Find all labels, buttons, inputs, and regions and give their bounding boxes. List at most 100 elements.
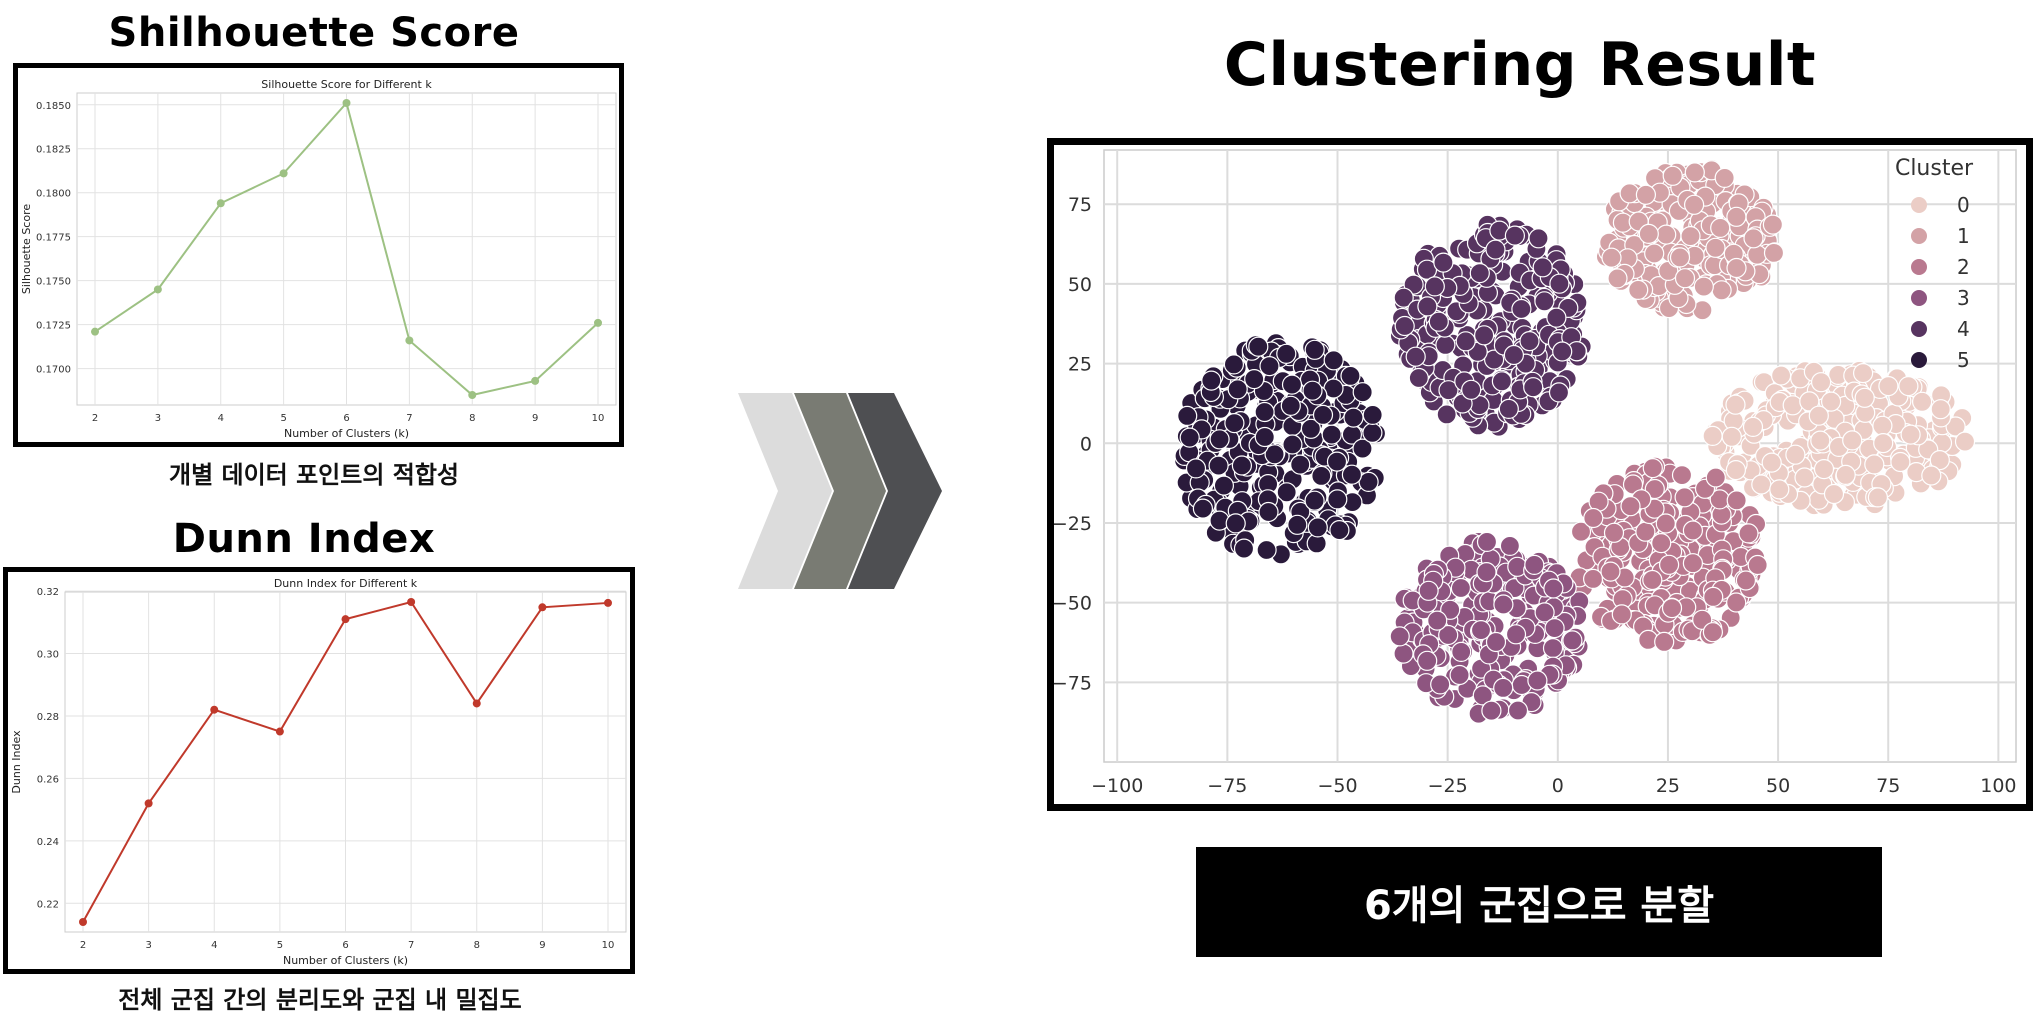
legend-marker — [1911, 197, 1927, 213]
scatter-point — [1954, 431, 1976, 452]
scatter-point — [1276, 482, 1297, 503]
scatter-point — [1485, 631, 1507, 653]
scatter-point — [1921, 465, 1942, 486]
legend-title: Cluster — [1895, 156, 1974, 181]
scatter-point — [1244, 369, 1265, 390]
scatter-point — [1684, 162, 1705, 183]
x-tick-label: 3 — [145, 940, 151, 951]
x-axis-label: Number of Clusters (k) — [284, 427, 409, 440]
scatter-point — [1725, 460, 1747, 481]
scatter-point — [1493, 594, 1514, 615]
scatter-point — [1929, 450, 1950, 471]
scatter-point — [1311, 465, 1332, 486]
scatter-point — [1808, 405, 1829, 426]
x-tick-label: 25 — [1656, 775, 1680, 797]
scatter-point — [1682, 553, 1704, 574]
scatter-point — [1511, 298, 1532, 320]
x-tick-label: 7 — [406, 413, 412, 424]
y-axis-label: Silhouette Score — [20, 204, 33, 294]
scatter-point — [1878, 376, 1899, 397]
scatter-point — [1451, 641, 1472, 662]
scatter-point — [1177, 405, 1198, 426]
scatter-point — [1703, 586, 1724, 607]
scatter-point — [1662, 165, 1683, 186]
scatter-point — [1254, 401, 1275, 423]
scatter-point — [1603, 522, 1625, 543]
scatter-point — [1405, 346, 1426, 367]
scatter-point — [1312, 404, 1334, 425]
scatter-point — [1430, 674, 1451, 695]
scatter-point — [1674, 487, 1695, 508]
data-point — [594, 318, 602, 327]
scatter-point — [1481, 700, 1502, 721]
data-point — [144, 799, 153, 808]
legend-label: 3 — [1957, 286, 1970, 310]
y-tick-label: 0 — [1080, 433, 1092, 455]
scatter-point — [1504, 225, 1525, 246]
scatter-point — [1898, 376, 1919, 397]
scatter-point — [1735, 570, 1757, 591]
scatter-point — [1476, 562, 1497, 583]
data-point — [153, 285, 162, 294]
x-tick-label: −75 — [1207, 775, 1247, 797]
scatter-point — [1693, 276, 1714, 297]
clustering-title: Clustering Result — [1223, 30, 1817, 100]
scatter-point — [1823, 483, 1845, 505]
legend-marker — [1911, 259, 1927, 275]
scatter-point — [1227, 379, 1248, 400]
x-tick-label: 4 — [218, 413, 224, 424]
scatter-point — [1620, 496, 1641, 517]
x-tick-label: 0 — [1552, 775, 1564, 797]
scatter-point — [1476, 531, 1498, 552]
scatter-point — [1835, 464, 1856, 485]
scatter-point — [1583, 507, 1604, 529]
scatter-point — [1304, 339, 1325, 360]
scatter-point — [1799, 391, 1820, 412]
scatter-point — [1290, 454, 1311, 475]
x-tick-label: 4 — [211, 940, 217, 951]
scatter-point — [1751, 474, 1772, 495]
scatter-point — [1343, 407, 1364, 428]
scatter-point — [1528, 228, 1549, 249]
scatter-point — [1450, 577, 1471, 599]
scatter-point — [1601, 247, 1622, 268]
chart-title: Dunn Index for Different k — [274, 577, 418, 590]
scatter-point — [1503, 344, 1524, 366]
scatter-point — [1890, 451, 1911, 473]
scatter-point — [1710, 217, 1731, 239]
scatter-point — [1543, 578, 1564, 599]
scatter-point — [1323, 350, 1344, 371]
clustering-chart-frame: −100 −75 −50 −25 0 25 50 75 100 75 50 25 0 −25 −50 −75 C… — [1047, 138, 2033, 811]
scatter-point — [1362, 422, 1383, 443]
scatter-point — [1544, 618, 1565, 639]
scatter-point — [1327, 489, 1348, 510]
scatter-point — [1507, 700, 1529, 721]
scatter-point — [1523, 377, 1544, 398]
scatter-point — [1742, 416, 1764, 437]
chevron-mid — [794, 393, 886, 589]
x-tick-label: 100 — [1980, 775, 2016, 797]
scatter-point — [1813, 459, 1835, 480]
scatter-point — [1258, 501, 1279, 523]
x-tick-label: −25 — [1428, 775, 1468, 797]
y-axis-label: Dunn Index — [10, 730, 23, 794]
dunn-caption: 전체 군집 간의 분리도와 군집 내 밀집도 — [118, 986, 522, 1014]
scatter-point — [1552, 341, 1573, 362]
scatter-point — [1726, 592, 1747, 613]
scatter-point — [1408, 367, 1429, 389]
data-point — [604, 598, 612, 607]
scatter-point — [1810, 430, 1831, 451]
y-tick-label: 0.26 — [37, 774, 59, 785]
scatter-point — [1726, 490, 1747, 511]
scatter-point — [1549, 273, 1570, 294]
data-point — [275, 727, 284, 736]
scatter-point — [1534, 602, 1555, 623]
scatter-point — [1852, 363, 1874, 384]
scatter-point — [1642, 458, 1663, 479]
y-tick-label: 0.1825 — [36, 145, 71, 156]
x-tick-label: −50 — [1317, 775, 1357, 797]
legend-label: 4 — [1957, 317, 1970, 341]
scatter-point — [1674, 268, 1696, 289]
scatter-point — [1654, 631, 1675, 652]
scatter-point — [1287, 514, 1308, 535]
